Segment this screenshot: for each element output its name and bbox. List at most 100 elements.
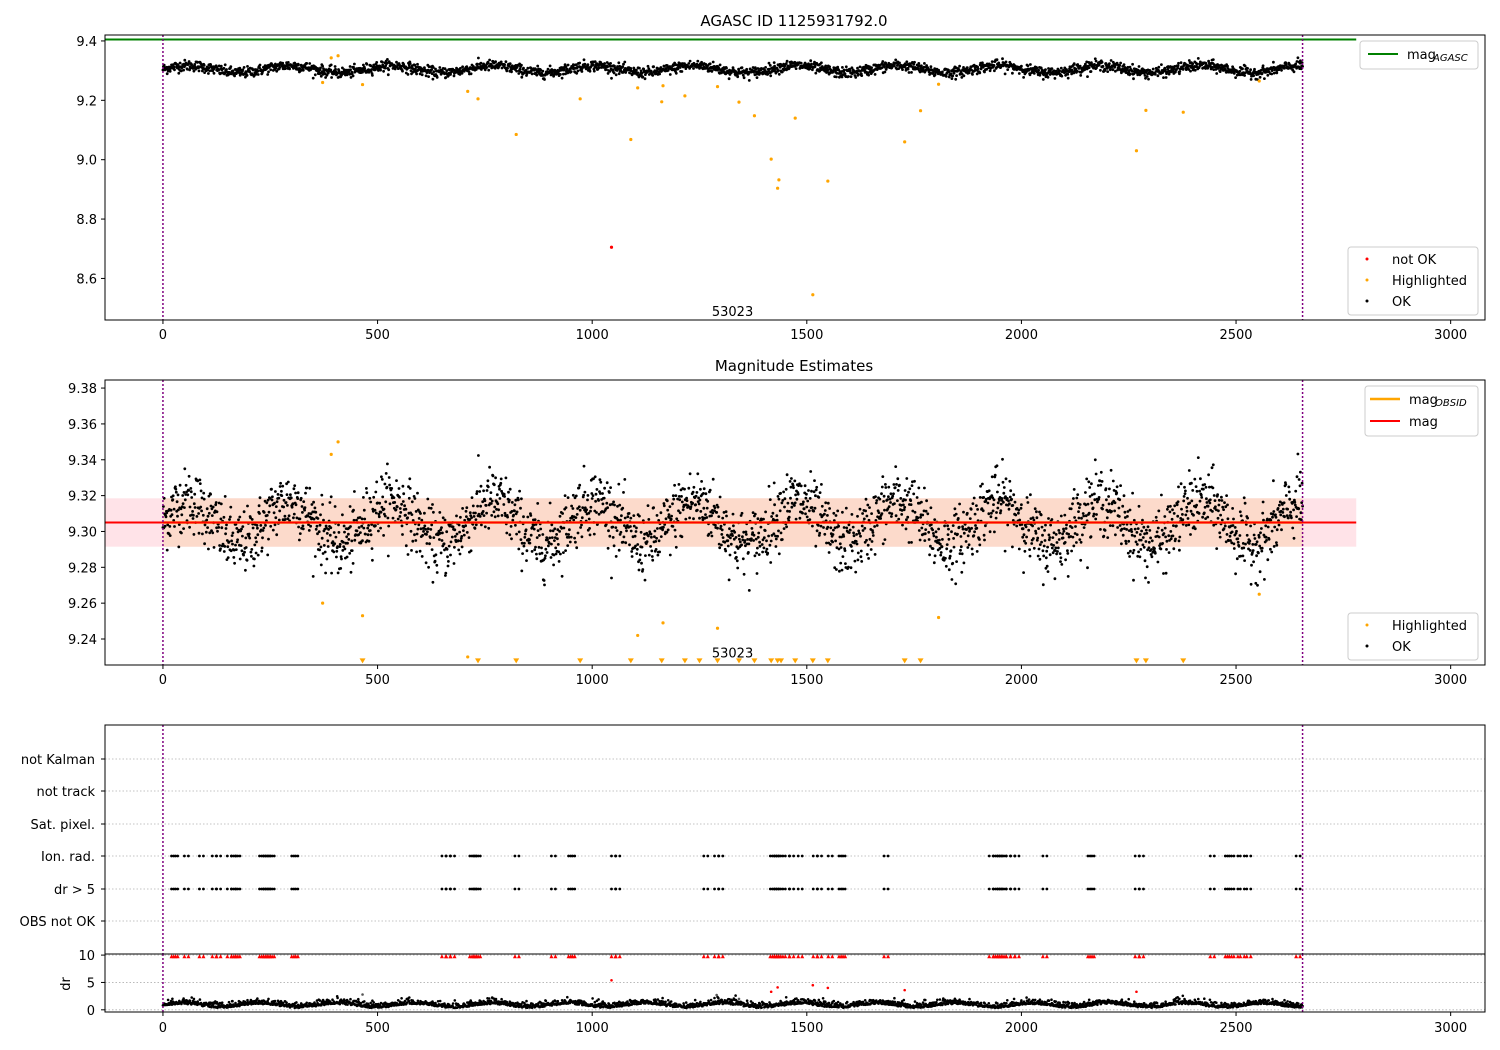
ok-point <box>603 62 606 65</box>
ok-point <box>1062 529 1066 533</box>
ok-point <box>598 478 602 481</box>
ok-point <box>903 489 907 492</box>
ok-point <box>1253 67 1256 71</box>
ok-point <box>402 492 406 496</box>
ok-point <box>1026 501 1030 504</box>
ok-point <box>386 58 389 61</box>
ok-point <box>808 509 811 513</box>
ok-point <box>858 532 861 535</box>
ok-point <box>539 68 543 72</box>
ok-point <box>410 500 414 504</box>
ok-point <box>784 62 788 65</box>
ok-point <box>706 499 710 503</box>
ok-point <box>808 497 812 500</box>
ok-point <box>431 503 434 506</box>
ok-point <box>870 66 873 70</box>
ok-point <box>385 485 389 489</box>
ok-point <box>674 545 678 549</box>
ok-point <box>1078 503 1082 506</box>
ok-point <box>666 528 670 532</box>
ok-point <box>517 547 521 551</box>
ok-point <box>379 68 382 72</box>
ok-point <box>592 532 596 536</box>
ok-point <box>972 534 976 537</box>
ok-point <box>1086 566 1089 570</box>
ok-point <box>268 504 272 508</box>
ok-point <box>482 514 486 517</box>
ok-point <box>910 484 914 487</box>
ok-point <box>1105 498 1108 502</box>
ok-point <box>1117 506 1121 510</box>
ok-point <box>238 557 242 561</box>
ok-point <box>294 491 297 495</box>
ok-point <box>842 526 846 529</box>
ok-point <box>427 75 430 78</box>
ok-point <box>1132 548 1136 552</box>
ok-point <box>733 551 737 554</box>
ok-point <box>243 550 246 554</box>
ok-point <box>954 582 958 586</box>
ok-point <box>351 74 355 78</box>
ok-point <box>1017 547 1021 551</box>
ok-point <box>1033 507 1037 511</box>
ok-point <box>787 515 791 519</box>
ok-point <box>223 495 227 498</box>
ok-point <box>704 492 708 496</box>
ok-point <box>397 487 401 490</box>
ok-point <box>892 492 895 496</box>
ok-point <box>836 509 840 513</box>
ok-point <box>312 500 315 504</box>
ok-point <box>829 526 833 530</box>
ok-point <box>1011 71 1014 75</box>
ok-point <box>546 538 549 542</box>
ok-point <box>398 495 401 499</box>
ok-point <box>777 552 781 556</box>
ok-point <box>656 527 659 530</box>
ok-point <box>1044 523 1047 527</box>
ok-point <box>640 545 644 549</box>
ok-point <box>752 69 756 73</box>
ok-point <box>1027 528 1031 532</box>
ok-point <box>674 535 677 538</box>
ok-point <box>808 67 812 71</box>
ok-point <box>774 545 778 548</box>
ok-point <box>404 507 408 511</box>
ok-point <box>366 533 370 537</box>
ok-point <box>960 570 964 574</box>
ok-point <box>981 482 984 486</box>
ok-point <box>508 487 512 491</box>
ok-point <box>1075 541 1078 544</box>
ok-point <box>954 512 958 516</box>
ok-point <box>219 547 222 551</box>
ok-point <box>691 501 694 505</box>
ok-point <box>951 524 955 527</box>
ok-point <box>329 63 333 67</box>
ok-point <box>594 492 598 496</box>
ok-point <box>1061 536 1065 540</box>
panel1-legend-mag-sub: AGASC <box>1432 53 1468 64</box>
ok-point <box>1069 507 1073 511</box>
ok-point <box>508 533 512 537</box>
ok-point <box>301 511 304 514</box>
ok-point <box>831 540 834 544</box>
ok-point <box>475 62 479 66</box>
highlighted-point <box>360 82 365 87</box>
ok-point <box>905 60 909 64</box>
highlighted-point <box>936 82 941 86</box>
ok-point <box>341 540 345 544</box>
ok-point <box>724 549 728 553</box>
ok-point <box>875 499 879 502</box>
ok-point <box>520 63 523 67</box>
ok-point <box>422 530 425 533</box>
ok-point <box>529 533 533 537</box>
ok-point <box>1111 68 1115 72</box>
ok-point <box>726 539 730 543</box>
ok-point <box>834 514 838 517</box>
ok-point <box>505 69 509 73</box>
ok-point <box>658 72 661 76</box>
ok-point <box>567 533 570 536</box>
magnitude-estimates-panel: Magnitude Estimates 53023 0 500 1000 1500 20… <box>68 357 1486 688</box>
ok-point <box>283 67 287 70</box>
ok-point <box>173 525 176 528</box>
ok-point <box>788 510 791 513</box>
